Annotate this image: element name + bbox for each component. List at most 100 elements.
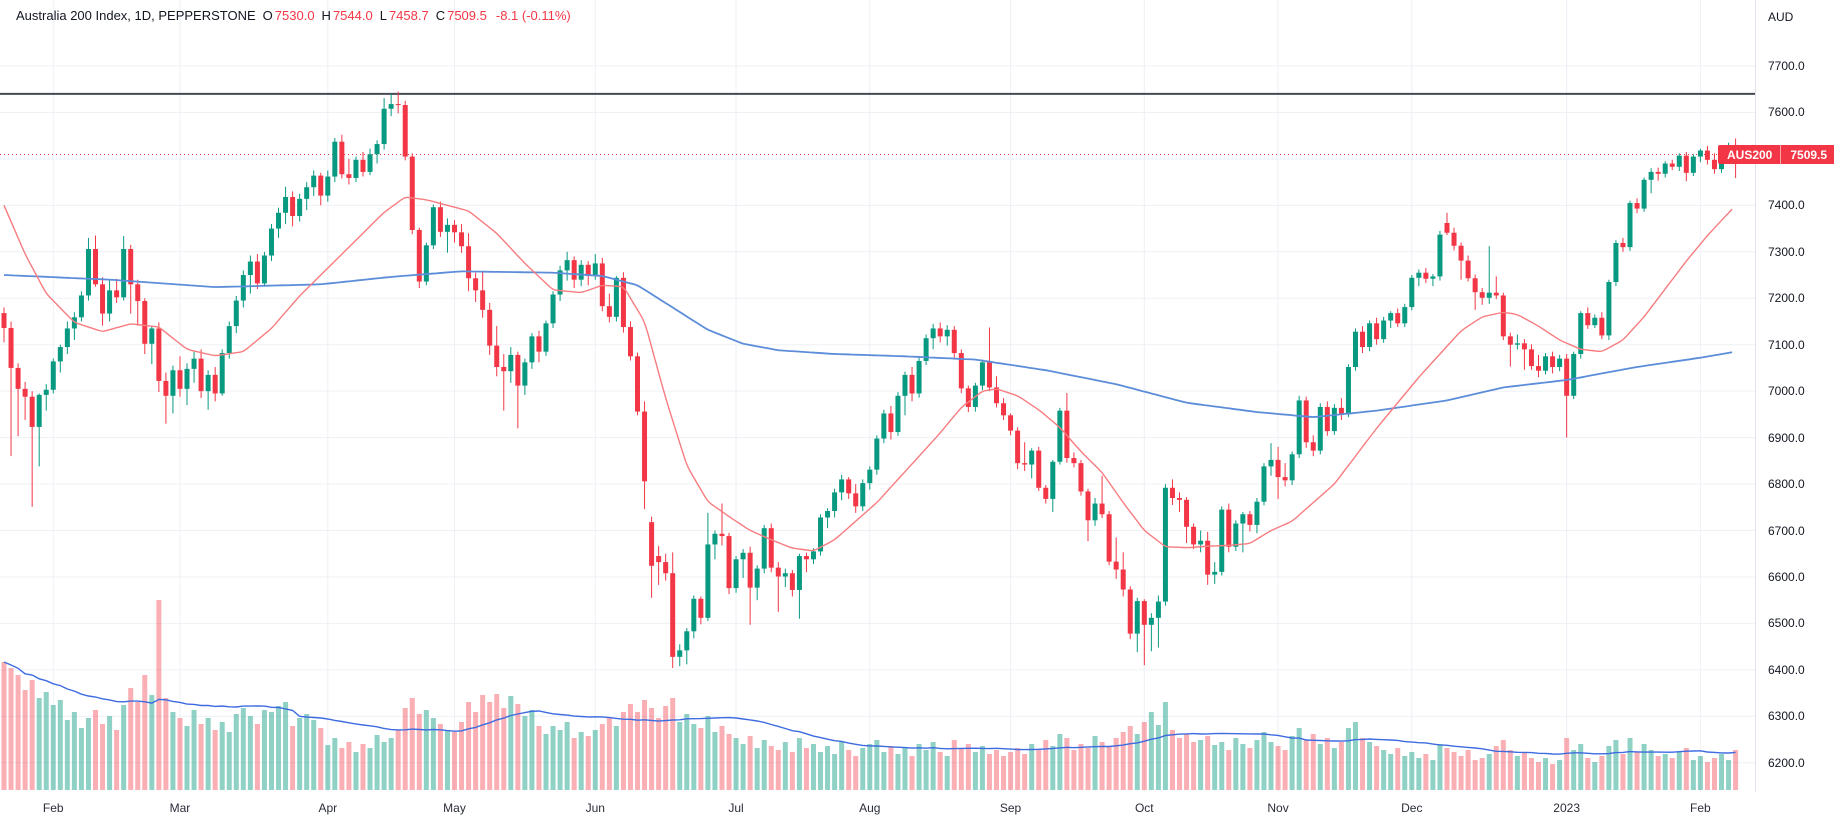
candle (979, 359, 985, 391)
price-axis-label: 6500.0 (1768, 616, 1805, 631)
candle (1106, 510, 1112, 566)
candle (1205, 531, 1211, 585)
volume-bar (29, 680, 35, 790)
candle (944, 325, 950, 346)
volume-bar (677, 722, 683, 790)
candle (789, 569, 795, 597)
volume-bar (1078, 744, 1084, 790)
volume-bar (1578, 744, 1584, 790)
candle (916, 357, 922, 398)
candle (796, 553, 802, 619)
volume-bar (951, 740, 957, 790)
candle (1690, 154, 1696, 177)
volume-bar (1338, 742, 1344, 790)
candle (557, 265, 563, 302)
candle (332, 137, 338, 183)
candle (261, 251, 267, 287)
volume-bar (768, 746, 774, 790)
volume-bar (775, 750, 781, 790)
volume-bar (1592, 762, 1598, 790)
volume-bar (57, 700, 63, 790)
volume-bar (1367, 742, 1373, 790)
candle (803, 552, 809, 573)
candle (1416, 269, 1422, 287)
volume-bar (1212, 745, 1218, 790)
candle (121, 236, 127, 301)
candle (1064, 393, 1070, 463)
time-axis[interactable]: Feb Mar Apr May Jun Jul Aug Sep Oct Nov Dec 2023 Feb (0, 792, 1834, 830)
volume-bar (916, 744, 922, 790)
candle (1367, 320, 1373, 352)
volume-bar (620, 712, 626, 790)
candle (768, 523, 774, 573)
ohlc-low: L 7458.7 (379, 8, 429, 23)
volume-bar (1085, 748, 1091, 790)
volume-bar (1550, 764, 1556, 790)
price-axis-separator (1755, 0, 1756, 792)
candle (233, 295, 239, 334)
candle (599, 257, 605, 312)
volume-bar (100, 724, 106, 790)
volume-bar (121, 705, 127, 790)
candle (36, 393, 42, 467)
candle (1543, 353, 1549, 375)
badge-symbol: AUS200 (1727, 147, 1773, 162)
candle (1388, 311, 1394, 328)
volume-bar (1219, 742, 1225, 790)
volume-bar (1683, 748, 1689, 790)
candle (1254, 497, 1260, 534)
candle (1465, 255, 1471, 282)
volume-layer (1, 600, 1739, 790)
candle (212, 366, 218, 402)
candle (247, 255, 253, 294)
candle (1648, 168, 1654, 194)
volume-bar (297, 718, 303, 790)
candle (1655, 167, 1661, 181)
price-axis-label: 7700.0 (1768, 59, 1805, 73)
volume-bar (1437, 744, 1443, 790)
volume-bar (494, 694, 500, 790)
volume-bar (1648, 750, 1654, 790)
candle (1275, 446, 1281, 499)
candle (388, 93, 394, 117)
candle (149, 326, 155, 365)
volume-bar (1113, 738, 1119, 790)
candle (1289, 451, 1295, 485)
candle (1683, 151, 1689, 182)
price-axis[interactable]: 7700.07600.07500.07400.07300.07200.07100… (1756, 0, 1834, 792)
candle (1338, 398, 1344, 420)
volume-bar (1022, 754, 1028, 790)
candle (1099, 475, 1105, 518)
volume-bar (895, 754, 901, 790)
candle (367, 148, 373, 176)
volume-bar (437, 724, 443, 790)
volume-bar (1289, 736, 1295, 790)
candle (1008, 413, 1014, 436)
candle (712, 530, 718, 560)
volume-bar (367, 748, 373, 790)
candle (1627, 200, 1633, 251)
volume-bar (1254, 740, 1260, 790)
symbol-title[interactable]: Australia 200 Index, 1D, PEPPERSTONE (16, 8, 256, 23)
volume-bar (839, 742, 845, 790)
volume-bar (360, 744, 366, 790)
candle (494, 326, 500, 377)
time-axis-label: Feb (1690, 801, 1711, 815)
candle (1303, 396, 1309, 448)
candle (895, 392, 901, 436)
candle (1641, 177, 1647, 212)
candle (1536, 354, 1542, 378)
volume-bar (979, 746, 985, 790)
volume-bar (1127, 726, 1133, 790)
volume-bar (635, 712, 641, 790)
volume-ma-layer (3, 661, 1736, 755)
candle (606, 293, 612, 323)
candle (15, 363, 21, 437)
volume-bar (691, 724, 697, 790)
volume-bar (733, 738, 739, 790)
candle (1662, 161, 1668, 178)
volume-bar (1627, 738, 1633, 790)
candle (381, 98, 387, 150)
